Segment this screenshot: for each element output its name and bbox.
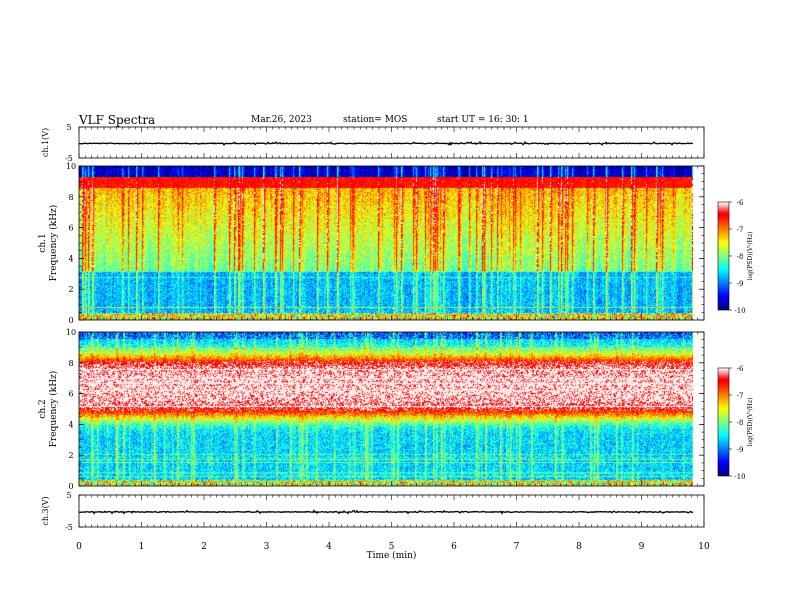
x-tick-label: 2 (201, 542, 207, 552)
ch2-spectrogram-panel (78, 331, 732, 487)
ch1-spectrogram-ytick-label: 8 (68, 193, 73, 202)
ch2-spectrogram-colorbar (718, 368, 729, 476)
date-label: Mar.26, 2023 (251, 115, 312, 125)
ch2-spectrogram-ylabel: Frequency (kHz) (48, 371, 59, 448)
ch1-spectrogram-ytick-label: 10 (66, 162, 76, 171)
ch3-waveform-ytick-label: 5 (66, 491, 71, 500)
x-tick-label: 9 (639, 542, 645, 552)
x-tick-label: 6 (451, 542, 457, 552)
ch2-spectrogram-ytick-label: 10 (66, 328, 76, 337)
x-tick-label: 1 (139, 542, 145, 552)
ch2-spectrogram-heatmap (79, 332, 693, 486)
ch1-spectrogram-heatmap (79, 166, 693, 320)
ch1-spectrogram-colorbar-label: log(PSD)(V²/Hz) (747, 232, 754, 281)
ch3-waveform-trace (78, 509, 694, 515)
ch1-spectrogram-panel (78, 165, 732, 321)
ch2-spectrogram-ytick-label: 2 (68, 451, 73, 460)
ch1-waveform-trace (78, 140, 694, 147)
figure-title: VLF Spectra (79, 113, 156, 127)
ch1-spectrogram-colorbar-tick-label: -7 (737, 226, 744, 234)
ch1-spectrogram-ylabel: Frequency (kHz) (48, 205, 59, 282)
ch2-spectrogram-ytick-label: 6 (68, 390, 73, 399)
ch1-waveform-ytick-label: -5 (65, 154, 73, 163)
ch1-spectrogram-channel-label: ch.1 (38, 233, 48, 252)
ch2-spectrogram-ytick-label: 8 (68, 359, 73, 368)
ch1-spectrogram-ytick-label: 6 (68, 224, 73, 233)
ch3-waveform-ylabel: ch.3(V) (41, 496, 50, 525)
ch2-spectrogram-ytick-label: 4 (68, 420, 73, 429)
x-axis-label: Time (min) (367, 550, 417, 561)
x-tick-label: 4 (326, 542, 332, 552)
x-tick-label: 8 (576, 542, 582, 552)
ch2-spectrogram-colorbar-tick-label: -9 (737, 446, 744, 454)
station-label: station= MOS (343, 115, 408, 125)
x-tick-label: 3 (264, 542, 270, 552)
ch1-waveform-ylabel: ch.1(V) (41, 128, 50, 157)
ch1-waveform-ytick-label: 5 (66, 123, 71, 132)
ch1-waveform-panel (78, 126, 705, 159)
ch2-spectrogram-colorbar-tick-label: -8 (737, 419, 744, 427)
ch1-spectrogram-colorbar-tick-label: -9 (737, 280, 744, 288)
ch1-spectrogram-colorbar (718, 202, 729, 310)
ch2-spectrogram-colorbar-tick-label: -10 (734, 473, 745, 481)
x-tick-label: 0 (76, 542, 82, 552)
ch1-spectrogram-ytick-label: 0 (68, 316, 73, 325)
ch1-spectrogram-ytick-label: 4 (68, 254, 73, 263)
x-tick-label: 7 (514, 542, 520, 552)
ch1-spectrogram-ytick-label: 2 (68, 285, 73, 294)
ch2-spectrogram-colorbar-tick-label: -6 (737, 365, 744, 373)
ch2-spectrogram-channel-label: ch.2 (38, 399, 48, 418)
ch3-waveform-ytick-label: -5 (65, 523, 73, 532)
ch2-spectrogram-colorbar-label: log(PSD)(V²/Hz) (747, 398, 754, 447)
x-tick-label: 5 (389, 542, 395, 552)
ch2-spectrogram-ytick-label: 0 (68, 482, 73, 491)
ch1-spectrogram-colorbar-tick-label: -8 (737, 253, 744, 261)
ch2-spectrogram-colorbar-tick-label: -7 (737, 392, 744, 400)
ch1-spectrogram-colorbar-tick-label: -6 (737, 199, 744, 207)
ch1-spectrogram-colorbar-tick-label: -10 (734, 307, 745, 315)
start-time-label: start UT = 16: 30: 1 (437, 115, 529, 125)
x-tick-label: 10 (698, 542, 710, 552)
ch3-waveform-panel (78, 494, 705, 528)
